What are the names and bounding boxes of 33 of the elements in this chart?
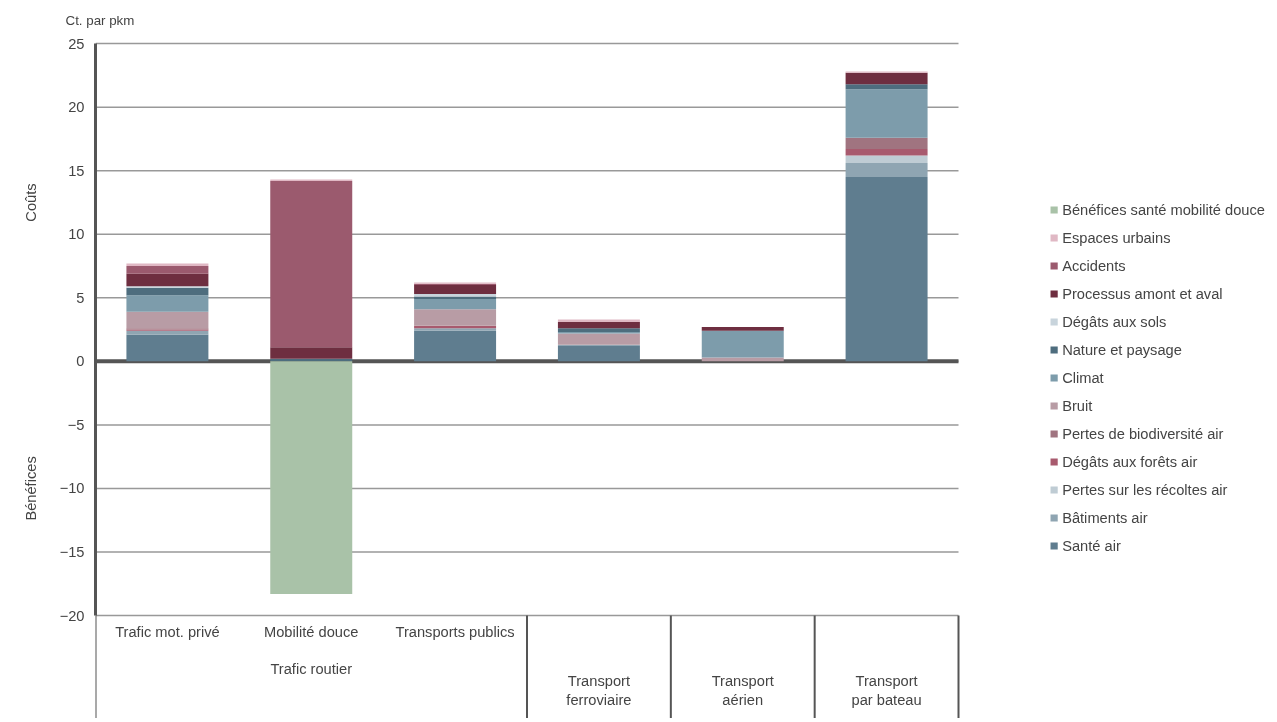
y-tick-label: 20 xyxy=(68,99,85,116)
x-tick-label: Transports publics xyxy=(395,623,515,640)
legend-label: Nature et paysage xyxy=(1062,341,1182,358)
legend-label: Accidents xyxy=(1062,257,1126,274)
legend-label: Pertes sur les récoltes air xyxy=(1062,481,1228,498)
y-tick-label: −20 xyxy=(59,607,85,624)
y-tick-label: −15 xyxy=(59,543,85,560)
y-tick-label: 10 xyxy=(68,226,85,243)
y-tick-label: 5 xyxy=(76,289,85,306)
x-tick-label: Mobilité douce xyxy=(264,623,359,640)
legend-label: Espaces urbains xyxy=(1062,229,1171,246)
text: Trafic routier xyxy=(270,661,353,678)
legend-label: Bruit xyxy=(1062,397,1093,414)
text: Coûts xyxy=(23,183,39,222)
y-tick-label: 0 xyxy=(76,353,85,370)
x-tick-label: Trafic mot. privé xyxy=(115,623,220,640)
legend-label: Santé air xyxy=(1062,537,1121,554)
x-tick-label: Transport par bateau xyxy=(851,672,922,708)
legend-label: Bâtiments air xyxy=(1062,509,1148,526)
x-tick-label: Transport ferroviaire xyxy=(566,672,632,708)
text: Bénéfices xyxy=(23,456,39,521)
y-tick-label: −10 xyxy=(59,480,85,497)
x-tick-label: Transport aérien xyxy=(711,672,774,708)
legend-label: Processus amont et aval xyxy=(1062,285,1223,302)
legend-label: Dégâts aux sols xyxy=(1062,313,1167,330)
legend-label: Pertes de biodiversité air xyxy=(1062,425,1224,442)
legend-label: Bénéfices santé mobilité douce xyxy=(1062,201,1265,218)
y-tick-label: 15 xyxy=(68,162,85,179)
legend-label: Dégâts aux forêts air xyxy=(1062,453,1198,470)
legend-label: Climat xyxy=(1062,369,1104,386)
y-tick-label: 25 xyxy=(68,35,85,52)
y-tick-label: −5 xyxy=(67,416,85,433)
y-axis-title: Ct. par pkm xyxy=(65,12,135,28)
